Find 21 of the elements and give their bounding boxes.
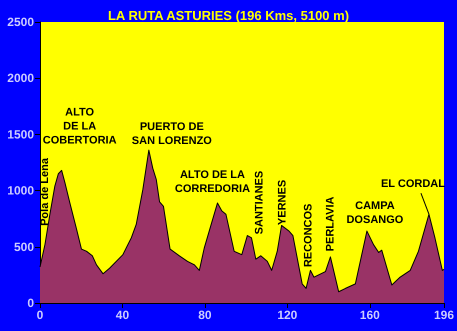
annotation: ALTO DE LA CORREDORIA — [174, 168, 250, 195]
x-tick-label: 80 — [198, 308, 212, 322]
x-tick-label: 40 — [116, 308, 130, 322]
y-tick-label: 2000 — [7, 71, 34, 86]
annotation: YERNES — [276, 180, 289, 226]
annotation: ALTO DE LA COBERTORIA — [42, 106, 117, 146]
annotation: CAMPA DOSANGO — [346, 200, 404, 226]
x-tick-label: 0 — [36, 308, 44, 322]
x-tick-label: 196 — [434, 308, 454, 322]
annotation: PUERTO DE SAN LORENZO — [132, 121, 212, 148]
y-tick-label: 2500 — [7, 15, 34, 29]
y-tick-label: 1000 — [7, 184, 34, 198]
y-tick-label: 1500 — [7, 127, 34, 142]
annotation: RECONCOS — [302, 204, 314, 268]
annotation: PERLAVIA — [324, 196, 336, 252]
x-tick-label: 160 — [360, 308, 380, 322]
y-tick-label: 0 — [27, 296, 34, 310]
y-tick-label: 500 — [14, 240, 34, 254]
annotation: SANTIANES — [253, 170, 266, 234]
chart-title: LA RUTA ASTURIES (196 Kms, 5100 m) — [108, 8, 350, 23]
x-tick-label: 120 — [277, 308, 298, 322]
